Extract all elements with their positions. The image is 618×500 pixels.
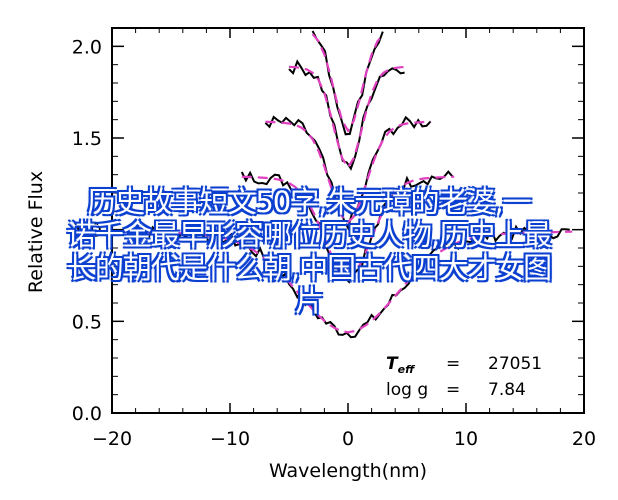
overlay-line-4: 片 <box>294 284 324 318</box>
x-tick-label: 10 <box>454 428 478 450</box>
y-axis-title: Relative Flux <box>25 171 47 293</box>
model-profile <box>311 33 385 133</box>
overlay-line-3: 长的朝代是什么朝,中国古代四大才女图 <box>66 251 552 285</box>
y-tick-label: 0.5 <box>72 311 102 333</box>
spectral-lines <box>123 30 573 339</box>
observed-profile <box>240 170 454 284</box>
model-profile <box>123 230 573 334</box>
model-profile <box>241 175 455 279</box>
teff-value: 27051 <box>488 354 542 374</box>
observed-profile <box>264 115 432 231</box>
logg-label: log g <box>386 380 428 400</box>
observed-profile <box>288 59 405 171</box>
axis-ticks <box>111 28 585 414</box>
logg-value: 7.84 <box>488 380 526 400</box>
x-tick-label: 20 <box>572 428 596 450</box>
overlay-line-1: 历史故事短文50字,朱元璋的老婆,一 <box>87 185 531 219</box>
x-tick-label: −20 <box>92 428 132 450</box>
y-tick-label: 1.5 <box>72 128 102 150</box>
observed-profile <box>311 30 384 136</box>
overlay-line-2: 诺千金最早形容哪位历史人物,历史上最 <box>66 218 552 252</box>
tick-labels: −20 −10 0 10 20 0.0 0.5 1.0 1.5 2.0 <box>72 36 596 450</box>
x-tick-label: −10 <box>210 428 250 450</box>
x-tick-label: 0 <box>342 428 354 450</box>
y-tick-label: 0.0 <box>72 403 102 425</box>
x-axis-title: Wavelength(nm) <box>269 460 427 482</box>
y-tick-label: 1.0 <box>72 220 102 242</box>
teff-eq: = <box>446 354 460 374</box>
parameter-annotations: Teff = 27051 log g = 7.84 <box>386 354 542 400</box>
model-profile <box>288 65 408 170</box>
model-profile <box>265 120 431 224</box>
overlay-caption: 历史故事短文50字,朱元璋的老婆,一 诺千金最早形容哪位历史人物,历史上最 长的… <box>0 186 618 318</box>
y-tick-label: 2.0 <box>72 36 102 58</box>
logg-eq: = <box>446 380 460 400</box>
teff-label: Teff <box>386 354 416 376</box>
